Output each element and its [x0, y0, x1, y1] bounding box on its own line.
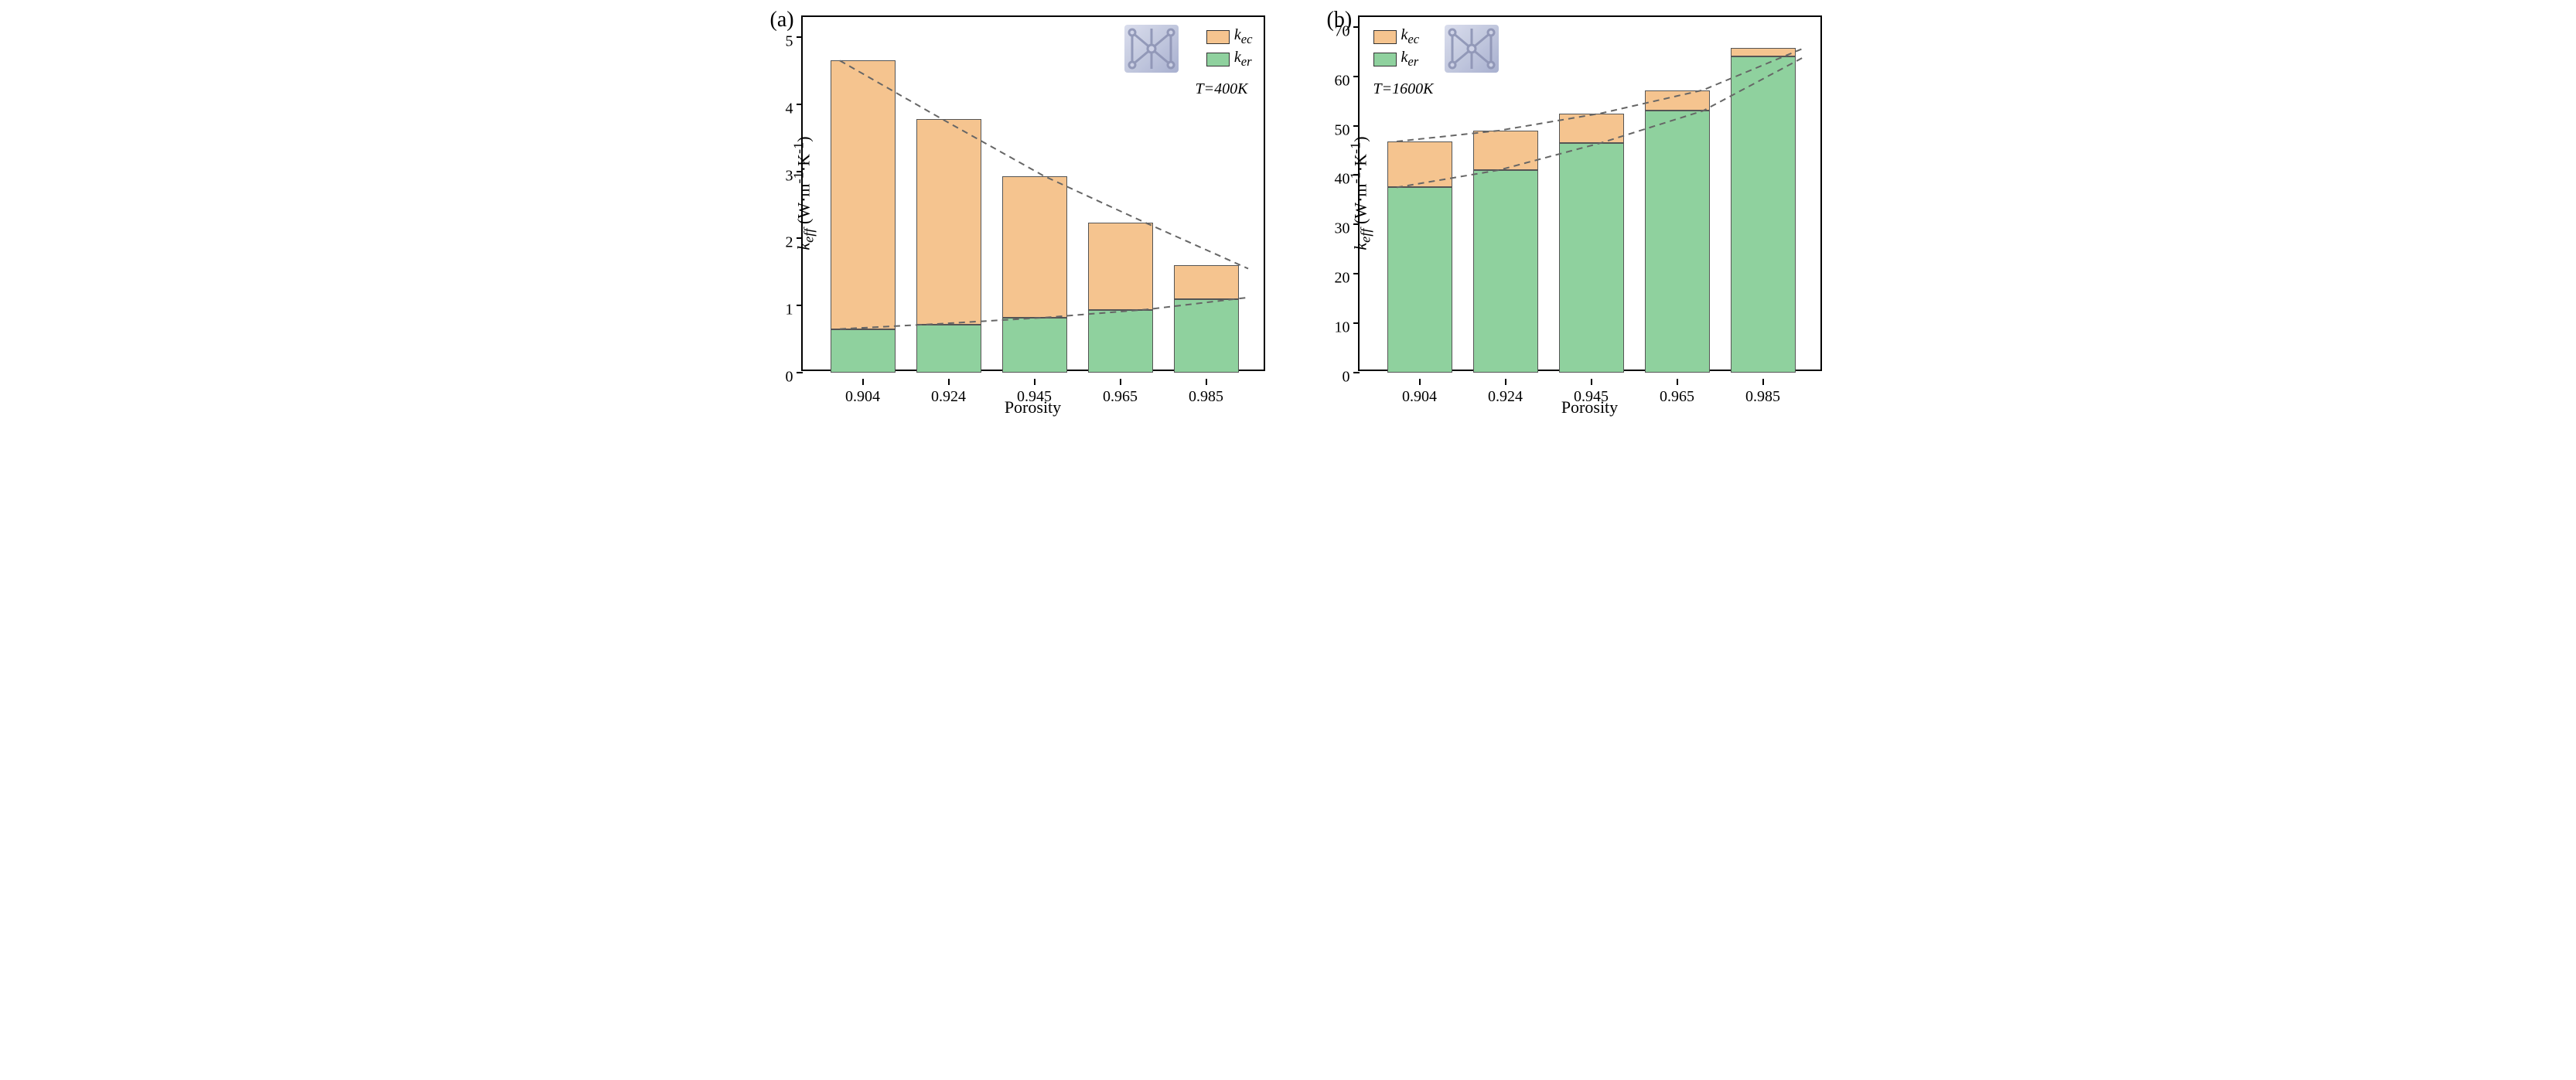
bar-ker [1174, 299, 1239, 373]
bar-ker [1002, 318, 1067, 373]
y-tick-mark [797, 104, 803, 105]
figure-container: (a) 012345 0.9040.9240.9450.9650.985 kef… [15, 15, 2561, 371]
chart-b-temperature-label: T=1600K [1373, 80, 1434, 98]
x-tick-label: 0.965 [1103, 388, 1138, 406]
chart-a-x-label: Porosity [1005, 397, 1061, 417]
bar-kec [1473, 131, 1538, 170]
bar-ker [1088, 310, 1153, 373]
panel-a: (a) 012345 0.9040.9240.9450.9650.985 kef… [801, 15, 1265, 371]
bar-ker [1645, 111, 1710, 373]
legend-item-kec: kec [1373, 26, 1420, 47]
chart-a-box: 012345 0.9040.9240.9450.9650.985 keff (W… [801, 15, 1265, 371]
y-tick-mark [797, 305, 803, 306]
x-tick-label: 0.924 [1488, 388, 1523, 406]
bar-ker [1559, 143, 1624, 373]
x-tick-mark [1034, 379, 1036, 385]
y-tick-mark [1353, 26, 1360, 28]
legend-item-ker: ker [1206, 49, 1253, 70]
x-tick-mark [1591, 379, 1592, 385]
x-tick-label: 0.985 [1745, 388, 1780, 406]
y-tick-label: 0 [1343, 369, 1350, 387]
bar-kec [1645, 90, 1710, 111]
plot-b-area [1360, 17, 1820, 370]
x-tick-mark [862, 379, 864, 385]
legend-swatch-kec [1373, 30, 1397, 44]
bar-kec [1002, 176, 1067, 318]
y-tick-label: 4 [786, 100, 793, 118]
bar-kec [1731, 48, 1796, 57]
panel-b: (b) 010203040506070 0.9040.9240.9450.965… [1358, 15, 1822, 371]
bar-kec [916, 119, 981, 325]
bar-ker [831, 329, 896, 373]
chart-b-x-label: Porosity [1561, 397, 1618, 417]
legend-item-kec: kec [1206, 26, 1253, 47]
chart-b-y-label: keff (W·m-1·K-1) [1347, 136, 1374, 250]
bar-ker [1473, 170, 1538, 373]
bar-ker [1387, 187, 1452, 373]
legend-swatch-kec [1206, 30, 1230, 44]
x-tick-mark [1505, 379, 1506, 385]
y-tick-mark [797, 36, 803, 38]
panel-a-label: (a) [770, 8, 794, 32]
bar-kec [1559, 114, 1624, 143]
x-tick-mark [1762, 379, 1764, 385]
y-tick-label: 60 [1335, 72, 1350, 90]
x-tick-label: 0.985 [1189, 388, 1223, 406]
legend-swatch-ker [1373, 53, 1397, 66]
x-tick-mark [1206, 379, 1207, 385]
y-tick-label: 1 [786, 302, 793, 319]
x-tick-label: 0.904 [845, 388, 880, 406]
x-tick-mark [1419, 379, 1421, 385]
chart-a-temperature-label: T=400K [1196, 80, 1248, 98]
x-tick-label: 0.924 [931, 388, 966, 406]
legend-item-ker: ker [1373, 49, 1420, 70]
legend-swatch-ker [1206, 53, 1230, 66]
y-tick-label: 10 [1335, 319, 1350, 337]
y-tick-mark [1353, 125, 1360, 127]
legend-label-ker: ker [1401, 49, 1419, 70]
bar-ker [1731, 56, 1796, 373]
y-tick-mark [1353, 372, 1360, 373]
y-tick-label: 70 [1335, 22, 1350, 40]
plot-a-area [803, 17, 1264, 370]
legend-label-kec: kec [1401, 26, 1420, 47]
x-tick-label: 0.965 [1660, 388, 1694, 406]
chart-b-inset-structure-icon [1445, 25, 1499, 73]
chart-a-legend: kec ker [1206, 26, 1253, 71]
x-tick-label: 0.904 [1402, 388, 1437, 406]
x-tick-mark [1677, 379, 1678, 385]
y-tick-label: 0 [786, 369, 793, 387]
y-tick-label: 20 [1335, 270, 1350, 288]
y-tick-mark [797, 372, 803, 373]
y-tick-mark [1353, 322, 1360, 324]
bar-ker [916, 325, 981, 373]
bar-kec [831, 60, 896, 329]
y-tick-label: 5 [786, 33, 793, 51]
chart-b-box: 010203040506070 0.9040.9240.9450.9650.98… [1358, 15, 1822, 371]
bar-kec [1088, 223, 1153, 310]
chart-a-y-label: keff (W·m-1·K-1) [790, 136, 817, 250]
y-tick-mark [1353, 76, 1360, 77]
bar-kec [1387, 141, 1452, 187]
y-tick-mark [1353, 273, 1360, 274]
lattice-icon [1124, 25, 1179, 73]
x-tick-mark [948, 379, 950, 385]
bar-kec [1174, 265, 1239, 298]
legend-label-kec: kec [1234, 26, 1253, 47]
legend-label-ker: ker [1234, 49, 1252, 70]
x-tick-mark [1120, 379, 1121, 385]
lattice-icon [1445, 25, 1499, 73]
chart-b-legend: kec ker [1373, 26, 1420, 71]
chart-a-inset-structure-icon [1124, 25, 1179, 73]
